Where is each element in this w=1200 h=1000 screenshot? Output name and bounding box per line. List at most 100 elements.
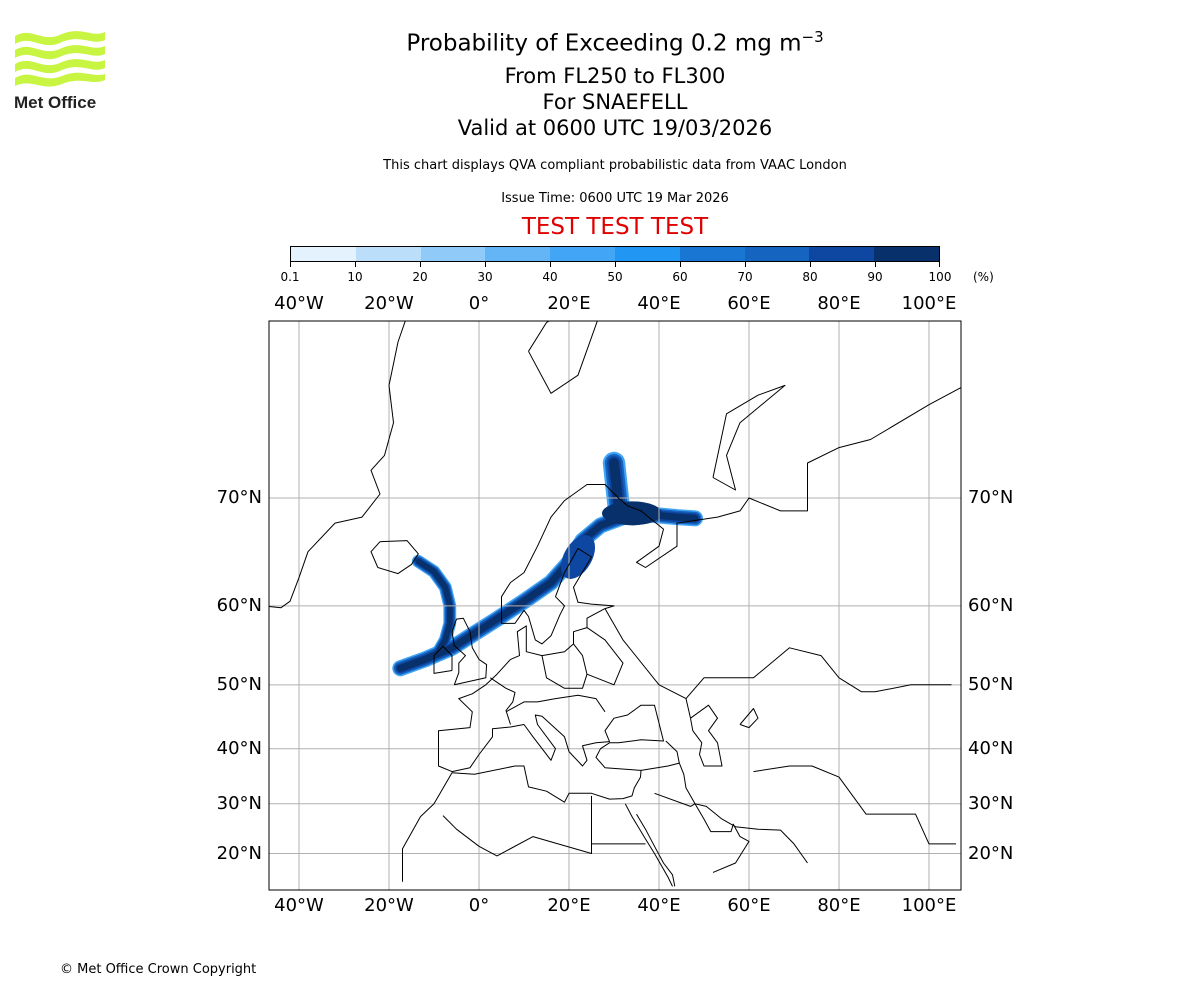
coastline-kazakh-border <box>685 647 952 699</box>
colorbar-label: 30 <box>477 270 493 284</box>
axis-tick-label: 80°E <box>817 293 861 314</box>
colorbar-unit: (%) <box>973 270 994 284</box>
colorbar-tick <box>484 262 486 267</box>
axis-tick-label: 40°E <box>637 293 681 314</box>
colorbar-tick <box>874 262 876 267</box>
colorbar-tick <box>679 262 681 267</box>
axis-tick-label: 60°E <box>727 895 771 916</box>
coastline-alps-border <box>505 694 606 713</box>
gridlines <box>269 321 961 890</box>
colorbar-label: 70 <box>737 270 753 284</box>
copyright: © Met Office Crown Copyright <box>60 962 257 977</box>
colorbar-tick <box>289 262 291 267</box>
axis-tick-label: 0° <box>468 293 490 314</box>
coastline-arabia <box>694 803 750 873</box>
coastline-red-sea-east <box>636 813 676 887</box>
coastline-russia-border <box>604 608 691 719</box>
colorbar-segment <box>614 247 680 261</box>
colorbar-tick <box>419 262 421 267</box>
colorbar-segment <box>291 247 356 261</box>
axis-tick-label: 100°E <box>901 293 957 314</box>
colorbar-segment <box>550 247 615 261</box>
title-valid-time: Valid at 0600 UTC 19/03/2026 <box>457 116 773 140</box>
axis-tick-label: 20°N <box>216 842 262 864</box>
coastline-turkey-border <box>640 740 680 771</box>
axis-tick-label: 40°N <box>968 737 1014 759</box>
coastline-poland-border <box>541 655 588 689</box>
axis-tick-label: 40°N <box>216 737 262 759</box>
colorbar-segment <box>420 247 486 261</box>
ash-probability-field <box>392 451 703 677</box>
colorbar-tick <box>938 262 940 267</box>
colorbar-segment <box>485 247 551 261</box>
coastline-iraq-border <box>654 762 696 807</box>
coastline-aral <box>739 708 759 729</box>
coastline-britain <box>451 617 488 686</box>
met-office-logo: Met Office <box>12 28 108 116</box>
axis-tick-label: 40°W <box>274 895 324 916</box>
axis-tick-label: 20°W <box>364 293 414 314</box>
colorbar-label: 40 <box>542 270 558 284</box>
axis-tick-label: 70°N <box>216 487 262 508</box>
axis-tick-label: 60°E <box>727 293 771 314</box>
title-exponent: −3 <box>801 28 824 46</box>
colorbar-tick <box>549 262 551 267</box>
axis-tick-label: 30°N <box>216 792 262 814</box>
coastline-red-sea <box>624 803 673 887</box>
axis-tick-label: 20°W <box>364 895 414 916</box>
colorbar-segment <box>874 247 939 261</box>
axis-tick-label: 0° <box>468 895 490 916</box>
colorbar-tick <box>354 262 356 267</box>
coastlines <box>269 321 961 887</box>
axis-tick-label: 20°E <box>547 293 591 314</box>
axis-tick-label: 20°N <box>968 842 1014 864</box>
colorbar-tick <box>809 262 811 267</box>
subtitle: This chart displays QVA compliant probab… <box>383 158 847 173</box>
coastline-baltic <box>402 547 664 882</box>
coastline-belarus-border <box>573 627 624 686</box>
colorbar-label: 60 <box>672 270 688 284</box>
chart-title: Probability of Exceeding 0.2 mg m−3 <box>0 28 1200 57</box>
title-volcano: For SNAEFELL <box>542 90 688 114</box>
coastline-novaya-zemlya <box>712 384 786 491</box>
coastline-svalbard <box>528 321 598 394</box>
colorbar-label: 0.1 <box>280 270 300 284</box>
axis-tick-label: 40°W <box>274 293 324 314</box>
colorbar-tick <box>614 262 616 267</box>
test-banner: TEST TEST TEST <box>521 214 709 240</box>
issue-time: Issue Time: 0600 UTC 19 Mar 2026 <box>501 191 729 206</box>
coastline-iran-coast <box>694 803 808 864</box>
axis-tick-label: 60°N <box>216 594 262 616</box>
axis-tick-label: 80°E <box>817 895 861 916</box>
axis-tick-label: 60°N <box>968 594 1014 616</box>
colorbar-segment <box>809 247 875 261</box>
coastline-france-border <box>490 677 516 725</box>
axis-tick-label: 20°E <box>547 895 591 916</box>
colorbar <box>290 246 940 262</box>
title-levels: From FL250 to FL300 <box>504 64 726 88</box>
colorbar-label: 80 <box>802 270 818 284</box>
coastline-china-border <box>753 765 956 845</box>
colorbar-tick <box>744 262 746 267</box>
coastline-caspian <box>690 704 723 767</box>
colorbar-segment <box>679 247 745 261</box>
colorbar-label: 50 <box>607 270 623 284</box>
colorbar-label: 20 <box>412 270 428 284</box>
svg-text:Met Office: Met Office <box>14 93 96 112</box>
coastline-iceland <box>370 540 419 575</box>
colorbar-label: 90 <box>867 270 883 284</box>
coastline-greenland <box>269 321 406 609</box>
colorbar-label: 10 <box>347 270 363 284</box>
axis-tick-label: 70°N <box>968 487 1014 508</box>
map-frame <box>268 320 962 891</box>
colorbar-label: 100 <box>928 270 952 284</box>
axis-tick-label: 30°N <box>968 792 1014 814</box>
coastline-africa-borders <box>442 795 592 857</box>
coastline-ireland <box>433 645 453 674</box>
axis-tick-label: 100°E <box>901 895 957 916</box>
axis-tick-label: 40°E <box>637 895 681 916</box>
colorbar-segment <box>744 247 810 261</box>
colorbar-segment <box>355 247 421 261</box>
ash-core-kola <box>602 501 662 526</box>
